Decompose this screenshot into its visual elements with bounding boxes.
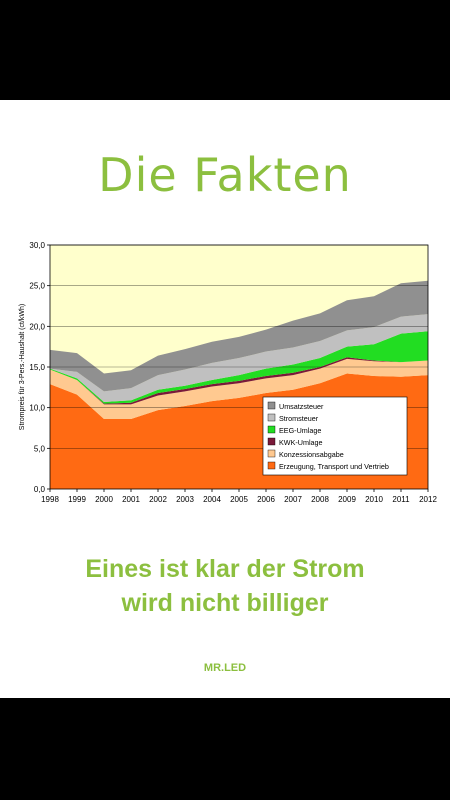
electricity-price-chart: 0,0 5,0 10,0 15,0 20,0 25,0 30,0 1998 1999 2000 20… — [10, 238, 440, 510]
chart-svg: 0,0 5,0 10,0 15,0 20,0 25,0 30,0 1998 1999 2000 20… — [19, 241, 437, 504]
slogan-line-1: Eines ist klar der Strom — [85, 555, 365, 583]
legend-swatch — [267, 461, 276, 470]
legend: Umsatzsteuer Stromsteuer EEG-Umlage KWK-Uml… — [262, 396, 408, 476]
legend-swatch — [267, 413, 276, 422]
headline: Die Fakten — [98, 148, 352, 202]
x-tick-label: 2007 — [284, 495, 302, 504]
y-tick-label: 5,0 — [34, 444, 46, 453]
y-tick-label: 0,0 — [34, 485, 46, 494]
x-tick-label: 2006 — [257, 495, 275, 504]
y-tick-label: 30,0 — [29, 241, 45, 250]
legend-swatch — [267, 449, 276, 458]
x-tick-label: 2010 — [365, 495, 383, 504]
legend-label: Konzessionsabgabe — [279, 450, 344, 459]
x-tick-label: 2001 — [122, 495, 140, 504]
x-tick-label: 2012 — [419, 495, 437, 504]
x-tick-label: 2009 — [338, 495, 356, 504]
area-series-stromsteuer — [50, 314, 428, 402]
legend-label: Umsatzsteuer — [279, 402, 324, 411]
y-tick-label: 20,0 — [29, 322, 45, 331]
y-tick-label: 25,0 — [29, 282, 45, 291]
slogan-line-2: wird nicht billiger — [121, 589, 329, 617]
y-tick-label: 10,0 — [29, 404, 45, 413]
legend-box — [262, 396, 408, 476]
legend-label: Stromsteuer — [279, 414, 319, 423]
legend-label: Erzeugung, Transport und Vertrieb — [279, 462, 389, 471]
x-tick-label: 2005 — [230, 495, 248, 504]
legend-swatch — [267, 401, 276, 410]
slogan: Eines ist klar der Strom wird nicht bill… — [0, 552, 450, 620]
area-series-eeg-umlage — [50, 331, 428, 404]
signature: MR.LED — [203, 662, 247, 674]
area-series-umsatzsteuer — [50, 280, 428, 392]
x-tick-label: 2000 — [95, 495, 113, 504]
y-axis-label: Strompreis für 3-Pers.-Haushalt (ct/kWh) — [19, 304, 26, 430]
x-tick-label: 2004 — [203, 495, 221, 504]
x-tick-label: 2002 — [149, 495, 167, 504]
legend-label: EEG-Umlage — [279, 426, 321, 435]
legend-swatch — [267, 437, 276, 446]
plot-border — [49, 244, 429, 490]
x-tick-label: 2011 — [392, 495, 410, 504]
legend-swatch — [267, 425, 276, 434]
legend-label: KWK-Umlage — [279, 438, 323, 447]
area-series-konzessionsabgabe — [50, 358, 428, 420]
x-tick-label: 1998 — [41, 495, 59, 504]
x-tick-label: 2008 — [311, 495, 329, 504]
y-tick-label: 15,0 — [29, 363, 45, 372]
x-tick-label: 1999 — [68, 495, 86, 504]
x-tick-label: 2003 — [176, 495, 194, 504]
